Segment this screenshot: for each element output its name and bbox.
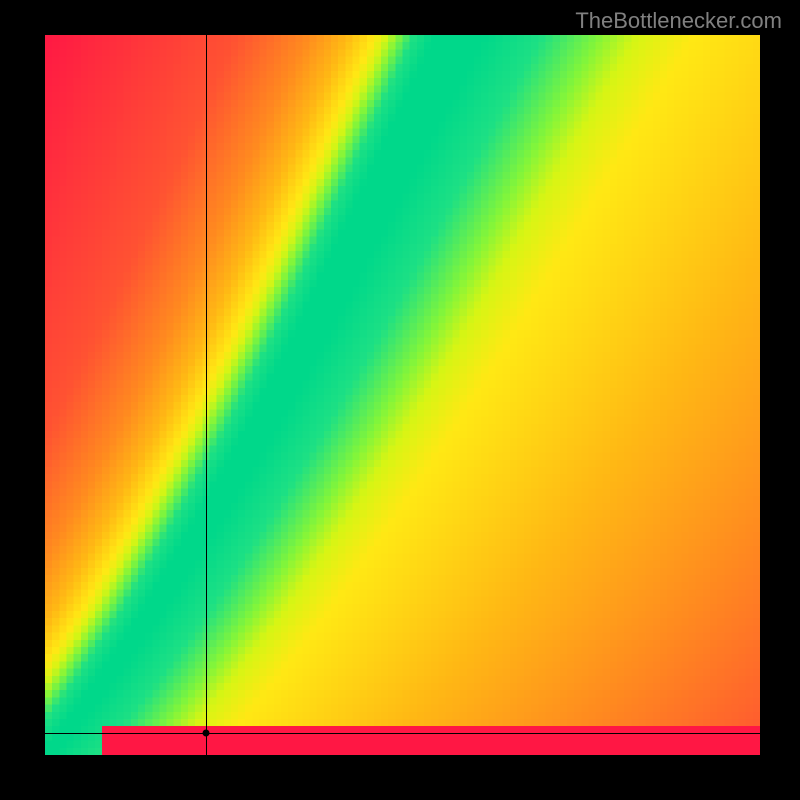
watermark-text: TheBottlenecker.com [575,8,782,34]
crosshair-horizontal [45,733,760,734]
heatmap-plot-area [45,35,760,755]
crosshair-vertical [206,35,207,755]
heatmap-canvas [45,35,760,755]
crosshair-point [202,730,209,737]
